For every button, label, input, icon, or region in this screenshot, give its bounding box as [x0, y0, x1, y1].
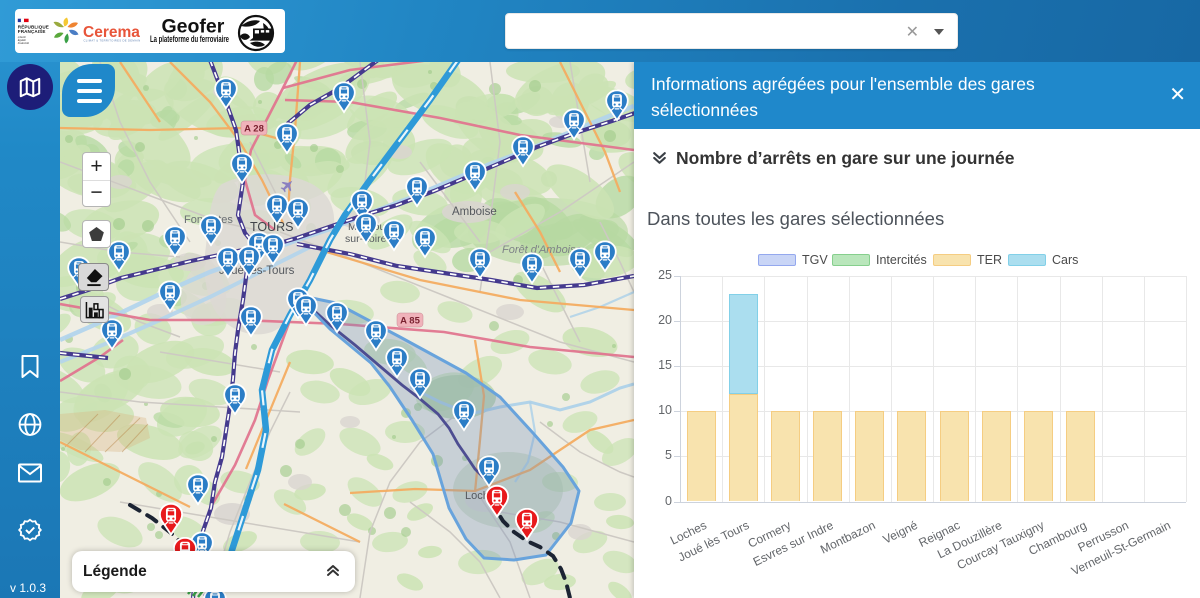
- svg-text:Égalité: Égalité: [18, 37, 26, 42]
- svg-text:RÉPUBLIQUE: RÉPUBLIQUE: [18, 23, 49, 30]
- svg-text:TOURS: TOURS: [250, 220, 294, 234]
- svg-text:Joué-lès-Tours: Joué-lès-Tours: [219, 265, 295, 277]
- svg-text:Liberté: Liberté: [18, 35, 26, 39]
- svg-text:Geofer: Geofer: [162, 16, 225, 38]
- svg-text:Fraternité: Fraternité: [18, 41, 30, 45]
- svg-text:Cerema: Cerema: [83, 24, 140, 41]
- svg-text:Forêt d'Amboise: Forêt d'Amboise: [502, 244, 582, 256]
- svg-text:CLIMAT & TERRITOIRES DE DEMAIN: CLIMAT & TERRITOIRES DE DEMAIN: [84, 38, 141, 42]
- svg-text:La plateforme du ferroviaire: La plateforme du ferroviaire: [150, 34, 229, 45]
- svg-text:A 28: A 28: [244, 124, 264, 135]
- svg-text:Amboise: Amboise: [452, 206, 497, 218]
- svg-text:A 85: A 85: [400, 316, 420, 327]
- svg-text:FRANÇAISE: FRANÇAISE: [18, 29, 46, 34]
